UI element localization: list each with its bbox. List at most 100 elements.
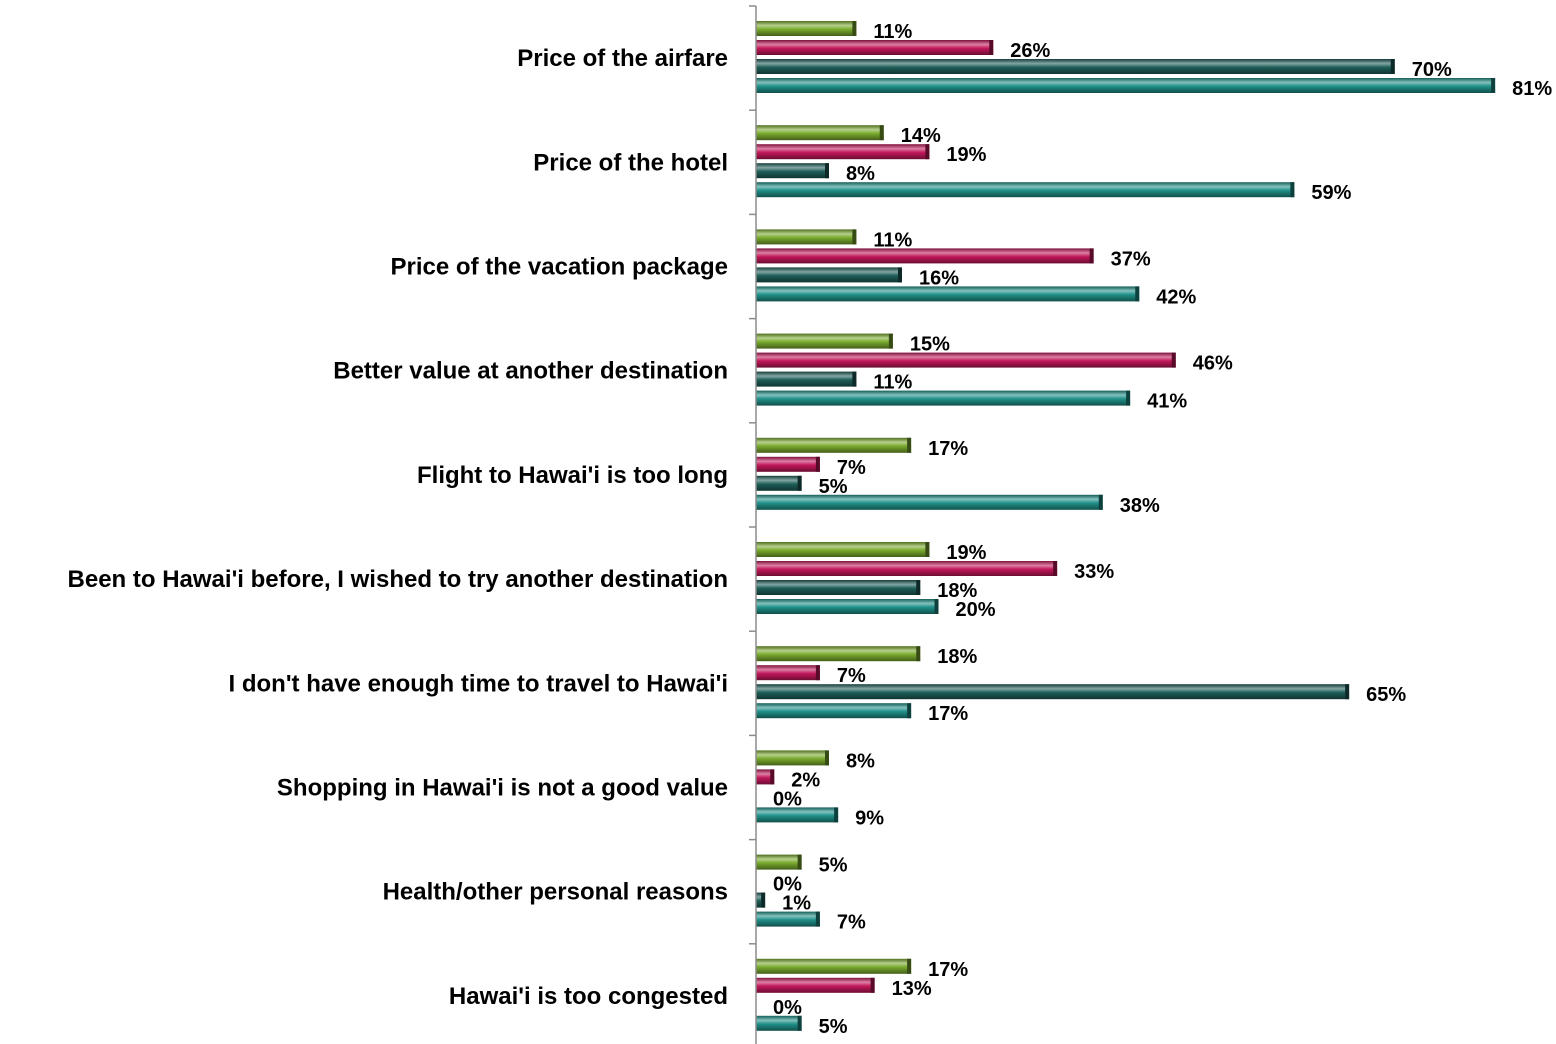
bar [756,977,875,993]
bar-end-cap [1390,59,1395,74]
category-label: Health/other personal reasons [383,879,728,906]
bar-end-cap [761,892,766,908]
category-label: Shopping in Hawai'i is not a good value [277,775,728,802]
bar [756,248,1094,264]
value-label: 8% [846,750,875,772]
bar-end-cap [1290,182,1295,198]
bar [756,1015,802,1031]
bar-end-cap [815,911,820,927]
bar [756,684,1350,700]
value-label: 2% [791,769,820,791]
value-label: 13% [892,978,932,1000]
bar [756,125,884,141]
bar [756,371,857,387]
category-label: I don't have enough time to travel to Ha… [229,670,728,697]
value-label: 0% [773,788,802,810]
bar [756,475,802,491]
bar [756,580,921,595]
bar-end-cap [907,703,912,719]
bar [756,229,857,245]
bar-end-cap [870,977,875,993]
category-axis [749,5,757,1044]
value-labels: 11%26%70%81%14%19%8%59%11%37%16%42%15%46… [773,21,1552,1038]
category-label: Price of the vacation package [391,254,728,281]
bar-end-cap [825,750,829,766]
value-label: 7% [837,912,866,934]
bar-end-cap [797,475,802,491]
value-label: 19% [946,144,986,166]
value-label: 18% [937,646,977,668]
category-label: Price of the hotel [533,149,728,176]
bar-end-cap [907,437,912,453]
bar-end-cap [1126,390,1131,406]
bar [756,437,912,453]
bar [756,286,1140,302]
value-label: 5% [819,855,848,877]
value-label: 14% [901,125,941,147]
value-label: 41% [1147,391,1187,413]
value-label: 1% [782,893,811,915]
value-label: 46% [1193,353,1233,375]
bar [756,561,1058,576]
bar-end-cap [907,958,912,974]
bar [756,456,820,472]
category-label: Hawai'i is too congested [449,983,728,1010]
value-label: 42% [1156,286,1196,308]
value-label: 16% [919,267,959,289]
bars-layer [756,21,1496,1031]
category-label: Price of the airfare [517,45,728,72]
value-label: 11% [873,21,912,43]
value-label: 17% [928,959,968,981]
value-label: 0% [773,874,802,896]
value-label: 7% [837,457,866,479]
bar-end-cap [888,333,893,349]
value-label: 18% [937,580,977,602]
value-label: 70% [1412,59,1452,81]
value-label: 59% [1311,182,1351,204]
value-label: 15% [910,334,950,356]
bar-end-cap [989,40,994,55]
bar-end-cap [1098,494,1103,510]
value-label: 0% [773,997,802,1019]
bar-end-cap [825,163,829,179]
bar-end-cap [815,665,820,681]
bar [756,750,829,766]
bar [756,144,930,160]
value-label: 17% [928,438,968,460]
bar-end-cap [770,769,775,785]
value-label: 7% [837,665,866,687]
bar-end-cap [916,580,921,595]
bar-end-cap [879,125,884,141]
bar-end-cap [815,456,820,472]
bar [756,59,1395,74]
bar-end-cap [1089,248,1094,264]
bar [756,78,1496,93]
bar [756,542,930,557]
bar-end-cap [834,807,839,823]
value-label: 11% [873,372,912,394]
bar-end-cap [898,267,902,283]
value-label: 9% [855,807,884,829]
bar [756,163,829,179]
category-label: Flight to Hawai'i is too long [417,462,728,489]
value-label: 8% [846,163,875,185]
value-label: 38% [1120,495,1160,517]
bar [756,892,766,908]
bar [756,40,994,55]
bar-end-cap [916,646,921,662]
bar [756,21,857,36]
bar-end-cap [1345,684,1350,700]
value-label: 11% [873,229,912,251]
bar [756,911,820,927]
bar-end-cap [852,371,857,387]
bar-end-cap [934,599,939,614]
value-label: 5% [819,1016,848,1038]
value-label: 33% [1074,561,1114,583]
bar-end-cap [852,21,857,36]
value-label: 17% [928,703,968,725]
bar [756,333,893,349]
bar-end-cap [852,229,857,245]
value-label: 26% [1010,40,1050,62]
bar [756,854,802,870]
